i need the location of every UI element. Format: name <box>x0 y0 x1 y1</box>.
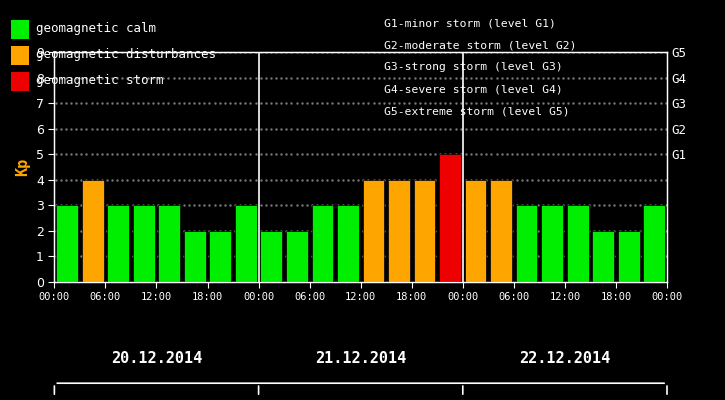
Bar <box>57 205 78 282</box>
Bar <box>158 205 180 282</box>
Bar <box>11 20 29 39</box>
Bar <box>439 154 461 282</box>
Bar <box>184 231 206 282</box>
Bar <box>11 46 29 65</box>
Bar <box>210 231 231 282</box>
Bar <box>107 205 129 282</box>
Bar <box>286 231 307 282</box>
Bar <box>643 205 665 282</box>
Bar <box>567 205 589 282</box>
Text: 21.12.2014: 21.12.2014 <box>315 351 406 366</box>
Text: geomagnetic calm: geomagnetic calm <box>36 22 157 35</box>
Text: 20.12.2014: 20.12.2014 <box>111 351 202 366</box>
Text: geomagnetic storm: geomagnetic storm <box>36 74 164 87</box>
Bar <box>515 205 537 282</box>
Bar <box>490 180 512 282</box>
Bar <box>542 205 563 282</box>
Text: G3-strong storm (level G3): G3-strong storm (level G3) <box>384 62 563 72</box>
Bar <box>312 205 334 282</box>
Text: G5-extreme storm (level G5): G5-extreme storm (level G5) <box>384 106 570 116</box>
Text: 22.12.2014: 22.12.2014 <box>519 351 610 366</box>
Bar <box>465 180 486 282</box>
Bar <box>388 180 410 282</box>
Bar <box>337 205 359 282</box>
Y-axis label: Kp: Kp <box>15 158 30 176</box>
Bar <box>11 72 29 91</box>
Bar <box>133 205 154 282</box>
Text: geomagnetic disturbances: geomagnetic disturbances <box>36 48 216 61</box>
Bar <box>82 180 104 282</box>
Text: G2-moderate storm (level G2): G2-moderate storm (level G2) <box>384 40 577 50</box>
Text: G4-severe storm (level G4): G4-severe storm (level G4) <box>384 84 563 94</box>
Bar <box>362 180 384 282</box>
Bar <box>260 231 282 282</box>
Text: G1-minor storm (level G1): G1-minor storm (level G1) <box>384 18 556 28</box>
Bar <box>592 231 614 282</box>
Bar <box>414 180 435 282</box>
Bar <box>235 205 257 282</box>
Bar <box>618 231 639 282</box>
